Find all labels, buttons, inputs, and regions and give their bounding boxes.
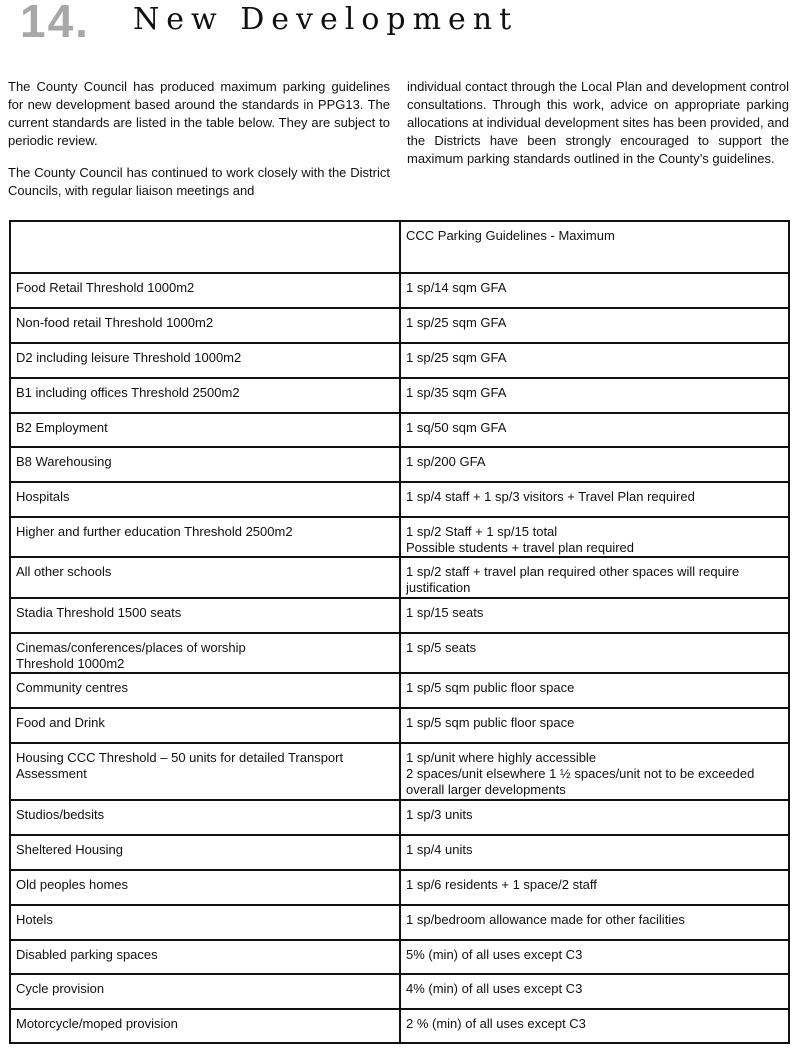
guideline-cell: 1 sp/4 units (399, 834, 790, 871)
paragraph: individual contact through the Local Pla… (407, 79, 789, 166)
table-row: Old peoples homes 1 sp/6 residents + 1 sp… (9, 869, 790, 906)
guideline-cell: 1 sp/35 sqm GFA (399, 377, 790, 414)
table-row: Disabled parking spaces 5% (min) of all u… (9, 939, 790, 975)
guideline-cell: 1 sp/6 residents + 1 space/2 staff (399, 869, 790, 906)
use-class-cell: B1 including offices Threshold 2500m2 (9, 377, 401, 414)
table-row: Higher and further education Threshold 2… (9, 516, 790, 558)
guideline-cell: 5% (min) of all uses except C3 (399, 939, 790, 975)
header-cell: CCC Parking Guidelines - Maximum (399, 220, 790, 274)
table-row: All other schools 1 sp/2 staff + travel p… (9, 556, 790, 599)
table-row: Food Retail Threshold 1000m2 1 sp/14 sqm … (9, 272, 790, 309)
table-row: Studios/bedsits 1 sp/3 units (9, 799, 790, 836)
table-row: Non-food retail Threshold 1000m2 1 sp/25 … (9, 307, 790, 344)
table-row: Sheltered Housing 1 sp/4 units (9, 834, 790, 871)
use-class-cell: Housing CCC Threshold – 50 units for det… (9, 742, 401, 801)
guideline-cell: 1 sp/unit where highly accessible 2 spac… (399, 742, 790, 801)
guideline-cell: 1 sp/5 sqm public floor space (399, 672, 790, 709)
guideline-cell: 2 % (min) of all uses except C3 (399, 1008, 790, 1044)
table-row: Community centres 1 sp/5 sqm public floor… (9, 672, 790, 709)
table-header-row: CCC Parking Guidelines - Maximum (9, 220, 790, 274)
use-class-cell: Stadia Threshold 1500 seats (9, 597, 401, 634)
guideline-cell: 4% (min) of all uses except C3 (399, 973, 790, 1010)
use-class-cell: Food and Drink (9, 707, 401, 744)
table-row: Housing CCC Threshold – 50 units for det… (9, 742, 790, 801)
intro-right-column: individual contact through the Local Pla… (407, 78, 789, 182)
use-class-cell: Higher and further education Threshold 2… (9, 516, 401, 558)
use-class-cell: Non-food retail Threshold 1000m2 (9, 307, 401, 344)
table-row: B1 including offices Threshold 2500m2 1 s… (9, 377, 790, 414)
use-class-cell: Community centres (9, 672, 401, 709)
guideline-cell: 1 sp/4 staff + 1 sp/3 visitors + Travel … (399, 481, 790, 518)
table-row: D2 including leisure Threshold 1000m2 1 s… (9, 342, 790, 379)
table-row: B2 Employment 1 sq/50 sqm GFA (9, 412, 790, 448)
use-class-cell: D2 including leisure Threshold 1000m2 (9, 342, 401, 379)
use-class-cell: Studios/bedsits (9, 799, 401, 836)
guideline-cell: 1 sq/50 sqm GFA (399, 412, 790, 448)
guideline-cell: 1 sp/3 units (399, 799, 790, 836)
use-class-cell: Old peoples homes (9, 869, 401, 906)
use-class-cell: Sheltered Housing (9, 834, 401, 871)
paragraph: The County Council has produced maximum … (8, 79, 390, 148)
guideline-cell: 1 sp/5 seats (399, 632, 790, 674)
header-cell (9, 220, 401, 274)
table-row: Hotels 1 sp/bedroom allowance made for ot… (9, 904, 790, 941)
paragraph: The County Council has continued to work… (8, 165, 390, 198)
section-number: 14. (20, 0, 90, 47)
use-class-cell: Motorcycle/moped provision (9, 1008, 401, 1044)
table-row: B8 Warehousing 1 sp/200 GFA (9, 446, 790, 483)
page-title: New Development (133, 2, 519, 37)
parking-guidelines-table: CCC Parking Guidelines - Maximum Food Re… (9, 220, 790, 1044)
intro-left-column: The County Council has produced maximum … (8, 78, 390, 214)
use-class-cell: Disabled parking spaces (9, 939, 401, 975)
guideline-cell: 1 sp/15 seats (399, 597, 790, 634)
table-row: Cycle provision 4% (min) of all uses exce… (9, 973, 790, 1010)
guideline-cell: 1 sp/bedroom allowance made for other fa… (399, 904, 790, 941)
guideline-cell: 1 sp/2 Staff + 1 sp/15 total Possible st… (399, 516, 790, 558)
use-class-cell: All other schools (9, 556, 401, 599)
guideline-cell: 1 sp/200 GFA (399, 446, 790, 483)
table-row: Hospitals 1 sp/4 staff + 1 sp/3 visitors … (9, 481, 790, 518)
use-class-cell: Hotels (9, 904, 401, 941)
guideline-cell: 1 sp/14 sqm GFA (399, 272, 790, 309)
use-class-cell: Hospitals (9, 481, 401, 518)
table-row: Cinemas/conferences/places of worship Th… (9, 632, 790, 674)
use-class-cell: Cinemas/conferences/places of worship Th… (9, 632, 401, 674)
table-row: Stadia Threshold 1500 seats 1 sp/15 seats (9, 597, 790, 634)
use-class-cell: Cycle provision (9, 973, 401, 1010)
table-row: Food and Drink 1 sp/5 sqm public floor sp… (9, 707, 790, 744)
guideline-cell: 1 sp/5 sqm public floor space (399, 707, 790, 744)
guideline-cell: 1 sp/25 sqm GFA (399, 307, 790, 344)
guideline-cell: 1 sp/25 sqm GFA (399, 342, 790, 379)
guideline-cell: 1 sp/2 staff + travel plan required othe… (399, 556, 790, 599)
use-class-cell: B2 Employment (9, 412, 401, 448)
table-row: Motorcycle/moped provision 2 % (min) of a… (9, 1008, 790, 1044)
use-class-cell: Food Retail Threshold 1000m2 (9, 272, 401, 309)
use-class-cell: B8 Warehousing (9, 446, 401, 483)
